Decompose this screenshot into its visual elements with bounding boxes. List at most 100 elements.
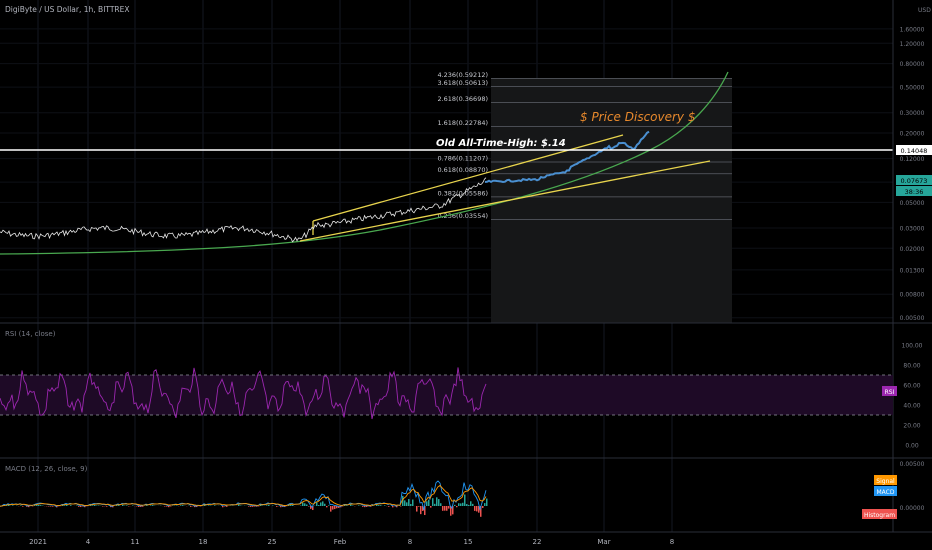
- current-line-badge-text: 0.14048: [901, 147, 928, 155]
- currency-label: USD: [918, 7, 931, 14]
- histogram-bar: [78, 506, 80, 507]
- fib-level-label: 0.236(0.03554): [437, 212, 488, 220]
- time-axis-label: 22: [533, 538, 542, 546]
- histogram-bar: [466, 504, 468, 506]
- histogram-bar: [226, 506, 228, 507]
- histogram-bar: [150, 505, 152, 506]
- histogram-bar: [378, 505, 380, 506]
- histogram-bar: [434, 503, 436, 506]
- rsi-badge: [882, 386, 897, 396]
- price-tick-label: 0.05000: [900, 200, 925, 207]
- histogram-bar: [28, 506, 30, 508]
- histogram-bar: [404, 500, 406, 506]
- histogram-bar: [412, 499, 414, 506]
- histogram-bar: [322, 501, 324, 506]
- price-tick-label: 0.30000: [900, 110, 925, 117]
- histogram-bar: [260, 504, 262, 506]
- rsi-badge-text: RSI: [885, 389, 895, 396]
- signal-badge: [874, 475, 897, 485]
- histogram-bar: [350, 504, 352, 506]
- histogram-bar: [12, 505, 14, 506]
- histogram-bar: [190, 506, 192, 507]
- histogram-bar: [358, 505, 360, 506]
- histogram-bar: [238, 504, 240, 506]
- histogram-bar: [462, 502, 464, 506]
- histogram-bar: [440, 503, 442, 506]
- histogram-bar: [424, 506, 426, 516]
- histogram-bar: [370, 506, 372, 507]
- histogram-bar: [250, 506, 252, 507]
- histogram-bar: [366, 506, 368, 507]
- histogram-bar: [92, 505, 94, 506]
- histogram-bar: [324, 503, 326, 506]
- countdown-badge-text: 38:36: [905, 188, 924, 196]
- time-axis-label: 18: [199, 538, 208, 546]
- histogram-bar: [438, 499, 440, 506]
- histogram-bar: [340, 506, 342, 508]
- histogram-bar: [8, 504, 10, 506]
- histogram-badge: [862, 509, 897, 519]
- price-tick-label: 0.50000: [900, 85, 925, 92]
- histogram-bar: [422, 506, 424, 511]
- histogram-bar: [480, 506, 482, 517]
- time-axis-label: 8: [670, 538, 674, 546]
- histogram-bar: [330, 506, 332, 512]
- price-tick-label: 1.20000: [900, 41, 925, 48]
- histogram-bar: [40, 505, 42, 506]
- price-grid: [0, 28, 893, 319]
- histogram-bar: [478, 506, 480, 513]
- histogram-bar: [256, 506, 258, 507]
- histogram-bar: [470, 501, 472, 506]
- histogram-bar: [146, 505, 148, 506]
- histogram-bar: [182, 505, 184, 506]
- histogram-bar: [406, 502, 408, 506]
- histogram-bar: [344, 505, 346, 506]
- histogram-bar: [420, 506, 422, 515]
- macd-title: MACD (12, 26, close, 9): [5, 465, 88, 473]
- histogram-bar: [94, 505, 96, 506]
- histogram-bar: [392, 506, 394, 508]
- histogram-bar: [468, 504, 470, 506]
- histogram-bar: [364, 506, 366, 508]
- histogram-bar: [448, 506, 450, 509]
- macd-badge-text: MACD: [877, 489, 895, 496]
- rsi-title: RSI (14, close): [5, 330, 56, 338]
- histogram-bar: [452, 506, 454, 515]
- histogram-bar: [166, 506, 168, 507]
- time-axis-label: 4: [86, 538, 91, 546]
- histogram-bar: [410, 504, 412, 506]
- histogram-bar: [122, 504, 124, 506]
- time-axis: 2021 4 11 18 25 Feb 8 15 22 Mar 8: [29, 538, 674, 546]
- price-tick-label: 0.01300: [900, 267, 925, 274]
- histogram-bar: [140, 506, 142, 507]
- time-axis-label: 8: [408, 538, 412, 546]
- signal-badge-text: Signal: [876, 478, 895, 485]
- time-axis-label: 15: [464, 538, 473, 546]
- price-discovery-annotation: $ Price Discovery $: [580, 110, 695, 124]
- rsi-tick-label: 20.00: [903, 423, 920, 430]
- price-tick-label: 0.80000: [900, 61, 925, 68]
- histogram-bar: [458, 503, 460, 506]
- histogram-bar: [222, 506, 224, 508]
- countdown-badge: [896, 186, 932, 196]
- histogram-bar: [430, 506, 432, 508]
- histogram-bar: [36, 505, 38, 506]
- fib-level-label: 3.618(0.50613): [437, 79, 488, 87]
- histogram-bar: [396, 506, 398, 508]
- time-axis-label: 25: [268, 538, 277, 546]
- histogram-bar: [64, 505, 66, 506]
- time-axis-label: Mar: [597, 538, 610, 546]
- histogram-bar: [346, 505, 348, 506]
- histogram-bar: [436, 497, 438, 506]
- histogram-bar: [372, 505, 374, 506]
- histogram-bar: [280, 506, 282, 508]
- histogram-bar: [26, 506, 28, 507]
- histogram-bar: [80, 506, 82, 508]
- histogram-bar: [180, 505, 182, 506]
- time-axis-label: 2021: [29, 538, 47, 546]
- histogram-bar: [446, 506, 448, 511]
- histogram-bar: [118, 505, 120, 506]
- histogram-bar: [318, 505, 320, 506]
- histogram-bar: [116, 505, 118, 506]
